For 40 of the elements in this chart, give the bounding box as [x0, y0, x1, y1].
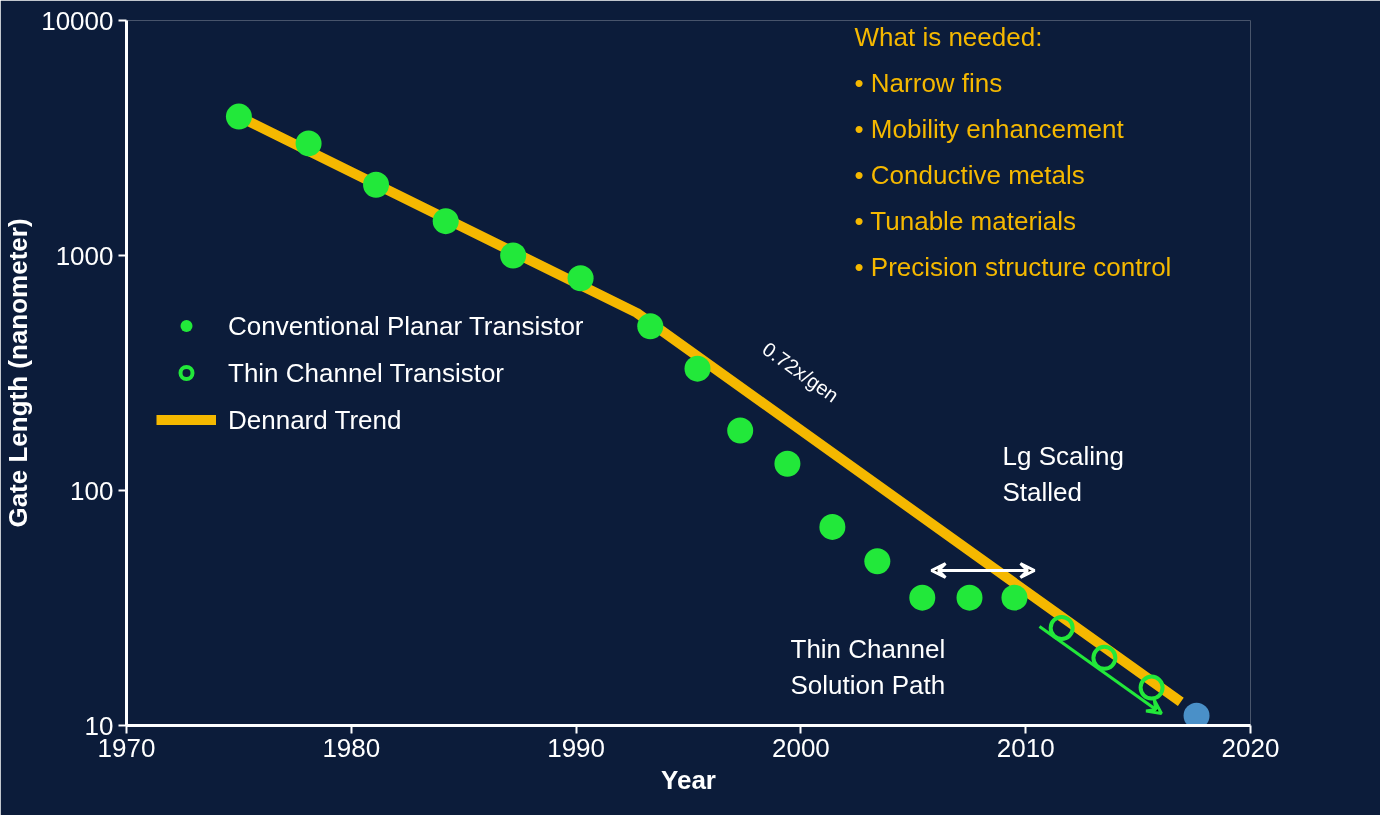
point — [956, 584, 983, 611]
legend-label: Conventional Planar Transistor — [228, 310, 584, 341]
point — [432, 208, 459, 235]
point — [1138, 674, 1165, 701]
point — [363, 171, 390, 198]
point — [567, 265, 594, 292]
y-axis-title: Gate Length (nanometer) — [3, 218, 34, 528]
annotation: • Conductive metals — [854, 159, 1085, 190]
x-tick-label: 2010 — [996, 732, 1055, 763]
annotation: Lg Scaling Stalled — [1002, 440, 1124, 507]
annotation: What is needed: — [854, 21, 1043, 52]
annotation: • Narrow fins — [854, 67, 1003, 98]
point — [727, 417, 754, 444]
x-tick-label: 2020 — [1221, 732, 1280, 763]
point — [774, 450, 801, 477]
annotation: • Tunable materials — [854, 205, 1077, 236]
point — [864, 548, 891, 575]
point — [637, 313, 664, 340]
point — [1001, 584, 1028, 611]
x-tick-label: 1980 — [322, 732, 381, 763]
point — [1091, 644, 1118, 671]
point — [225, 103, 252, 130]
legend-label: Dennard Trend — [228, 404, 402, 435]
x-tick-label: 1990 — [547, 732, 606, 763]
y-tick-label: 100 — [70, 475, 114, 506]
y-tick-label: 1000 — [55, 240, 114, 271]
point — [1048, 615, 1075, 641]
annotation: • Mobility enhancement — [854, 113, 1125, 144]
annotation: • Precision structure control — [854, 251, 1172, 282]
annotation: Thin Channel Solution Path — [790, 633, 946, 700]
x-tick-label: 2000 — [771, 732, 830, 763]
legend-label: Thin Channel Transistor — [228, 357, 505, 388]
y-tick-label: 10000 — [41, 5, 114, 36]
point — [909, 584, 936, 611]
point — [819, 513, 846, 540]
x-axis-title: Year — [661, 764, 716, 795]
point — [1183, 702, 1210, 726]
point — [295, 130, 322, 157]
point — [500, 242, 527, 269]
point — [684, 355, 711, 382]
